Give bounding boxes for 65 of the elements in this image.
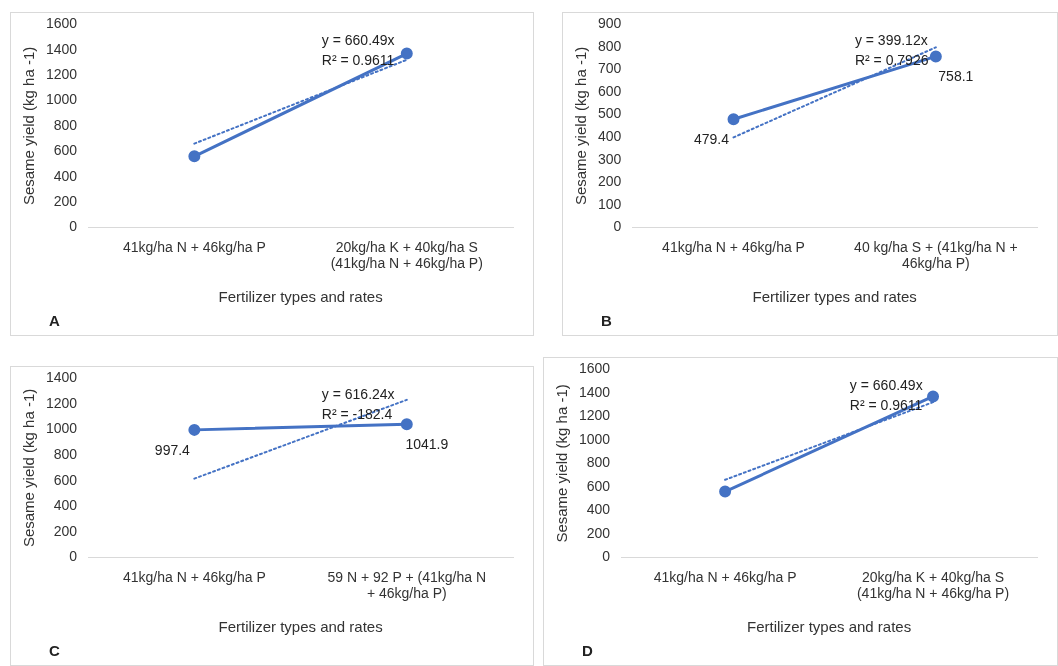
annotation: y = 616.24x xyxy=(321,386,395,403)
y-axis-title: Sesame yield (kg ha -1) xyxy=(20,46,38,206)
x-axis-title: Fertilizer types and rates xyxy=(746,618,912,636)
x-tick-label: 41kg/ha N + 46kg/ha P xyxy=(122,238,266,255)
y-tick-label: 0 xyxy=(69,218,78,235)
y-tick-label: 200 xyxy=(53,192,78,209)
y-axis-title: Sesame yield (kg ha -1) xyxy=(572,46,590,206)
y-tick-label: 600 xyxy=(586,477,611,494)
x-axis-title: Fertilizer types and rates xyxy=(218,288,383,306)
data-label: 479.4 xyxy=(694,131,730,148)
y-tick-label: 1200 xyxy=(45,66,78,83)
x-tick-label: 41kg/ha N + 46kg/ha P xyxy=(122,568,266,585)
x-tick-label: 41kg/ha N + 46kg/ha P xyxy=(662,238,805,255)
text: A xyxy=(49,311,60,329)
y-tick-label: 200 xyxy=(586,524,611,541)
y-tick-label: 900 xyxy=(598,15,622,32)
y-tick-label: 500 xyxy=(598,105,622,122)
y-tick-label: 100 xyxy=(598,195,622,212)
text: D xyxy=(582,641,593,659)
y-tick-label: 300 xyxy=(598,150,622,167)
y-tick-label: 0 xyxy=(613,218,622,235)
y-tick-label: 200 xyxy=(598,173,622,190)
x-tick-label: 41kg/ha N + 46kg/ha P xyxy=(653,568,797,585)
annotation: y = 660.49x xyxy=(321,32,395,49)
y-tick-label: 600 xyxy=(53,471,78,488)
x-tick-label: 59 N + 92 P + (41kg/ha N + 46kg/ha P) xyxy=(327,568,487,602)
y-tick-label: 200 xyxy=(53,522,78,539)
y-axis-title: Sesame yield (kg ha -1) xyxy=(553,384,571,543)
y-tick-label: 700 xyxy=(598,60,622,77)
x-tick-label: 20kg/ha K + 40kg/ha S (41kg/ha N + 46kg/ha P) xyxy=(330,238,483,272)
x-tick-label: 20kg/ha K + 40kg/ha S (41kg/ha N + 46kg/ha P) xyxy=(856,568,1010,602)
annotation: y = 399.12x xyxy=(854,32,928,49)
data-label: 997.4 xyxy=(154,441,191,458)
y-tick-label: 800 xyxy=(53,445,78,462)
y-tick-label: 1600 xyxy=(578,360,611,377)
y-tick-label: 400 xyxy=(53,497,78,514)
x-tick-label: 40 kg/ha S + (41kg/ha N + 46kg/ha P) xyxy=(854,238,1018,272)
y-tick-label: 0 xyxy=(602,548,611,565)
y-tick-label: 600 xyxy=(53,142,78,159)
y-tick-label: 400 xyxy=(586,501,611,518)
y-tick-label: 1400 xyxy=(578,383,611,400)
y-tick-label: 0 xyxy=(69,548,78,565)
annotation: R² = 0.9611 xyxy=(321,52,395,69)
x-axis-title: Fertilizer types and rates xyxy=(218,618,383,636)
y-tick-label: 600 xyxy=(598,82,622,99)
y-tick-label: 1200 xyxy=(578,407,611,424)
y-tick-label: 1200 xyxy=(45,394,78,411)
data-label: 758.1 xyxy=(938,68,974,85)
text: C xyxy=(49,641,60,659)
y-tick-label: 1000 xyxy=(578,430,611,447)
y-tick-label: 1600 xyxy=(45,15,78,32)
text: B xyxy=(601,311,612,329)
y-tick-label: 1400 xyxy=(45,369,78,386)
y-tick-label: 400 xyxy=(598,128,622,145)
y-tick-label: 1400 xyxy=(45,40,78,57)
y-tick-label: 800 xyxy=(53,116,78,133)
y-axis-title: Sesame yield (kg ha -1) xyxy=(20,388,38,548)
y-tick-label: 800 xyxy=(586,454,611,471)
y-tick-label: 1000 xyxy=(45,91,78,108)
x-axis-title: Fertilizer types and rates xyxy=(752,288,917,306)
y-tick-label: 400 xyxy=(53,167,78,184)
y-tick-label: 800 xyxy=(598,37,622,54)
y-tick-label: 1000 xyxy=(45,420,78,437)
annotation: y = 660.49x xyxy=(849,377,923,394)
data-label: 1041.9 xyxy=(405,436,449,453)
